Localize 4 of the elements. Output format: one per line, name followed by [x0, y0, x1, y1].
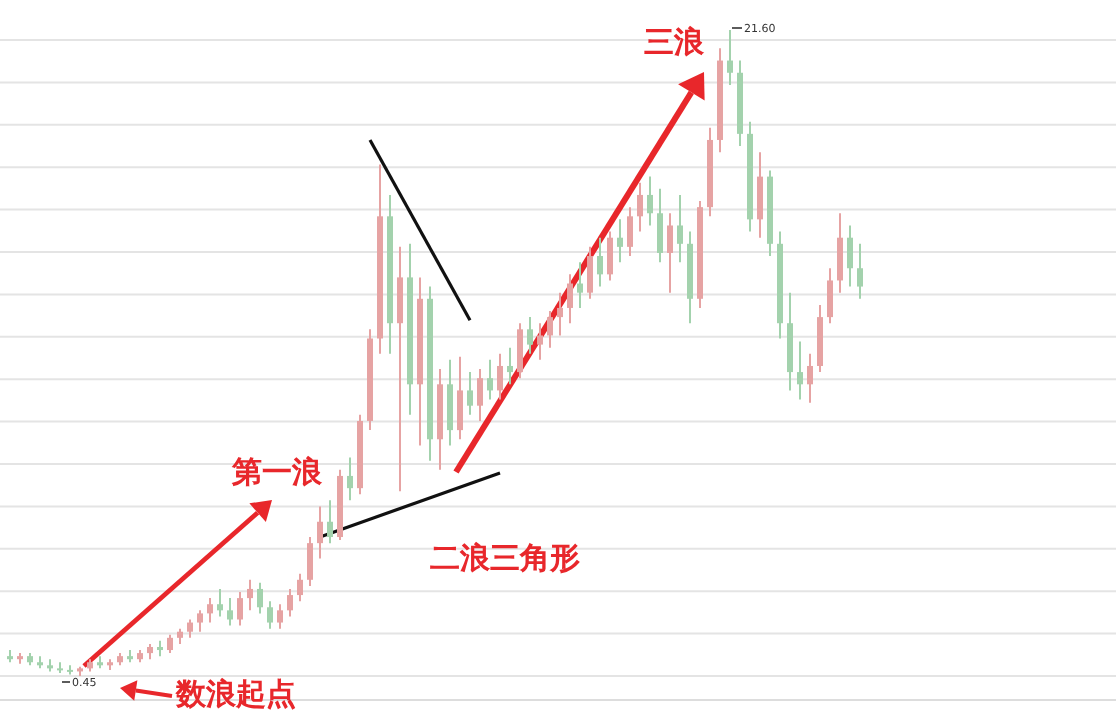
- annotation: 数浪起点: [174, 676, 296, 712]
- annotation: 二浪三角形: [430, 540, 580, 576]
- annotation: 三浪: [644, 24, 706, 60]
- annotation: 第一浪: [230, 454, 324, 490]
